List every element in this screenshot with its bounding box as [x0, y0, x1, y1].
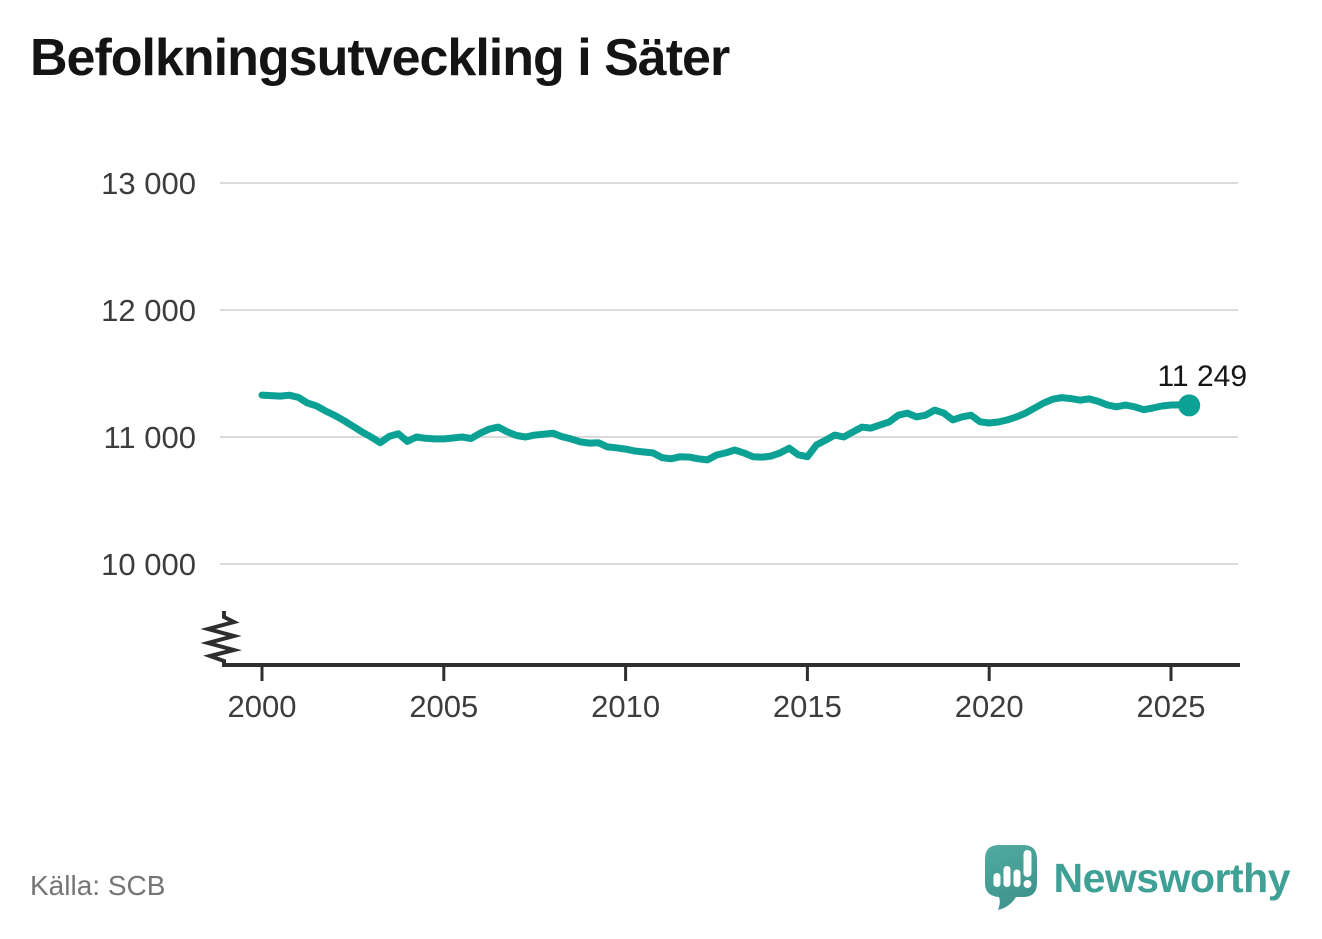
y-tick-label: 11 000 — [103, 420, 196, 455]
x-tick-label: 2025 — [1137, 689, 1206, 724]
latest-point-dot — [1178, 394, 1201, 417]
newsworthy-logo-icon — [984, 845, 1037, 910]
x-tick-label: 2020 — [955, 689, 1024, 724]
axis-break-zigzag-icon — [200, 611, 242, 665]
y-axis-labels: 13 000 12 000 11 000 10 000 — [101, 166, 196, 582]
x-tick-label: 2005 — [409, 689, 478, 724]
population-line — [258, 391, 1193, 464]
y-tick-label: 13 000 — [101, 166, 196, 201]
page-title: Befolkningsutveckling i Säter — [30, 29, 730, 87]
x-axis — [200, 611, 1240, 681]
logo-bar-1 — [993, 873, 1000, 887]
logo-bar-2 — [1003, 866, 1010, 887]
newsworthy-brand: Newsworthy — [983, 843, 1291, 913]
x-tick-label: 2010 — [591, 689, 660, 724]
source-label: Källa: SCB — [30, 870, 166, 901]
x-tick-label: 2015 — [773, 689, 842, 724]
y-tick-label: 10 000 — [101, 547, 196, 582]
population-chart: 13 000 12 000 11 000 10 000 11 249 2000 … — [101, 166, 1247, 724]
latest-value-label: 11 249 — [1157, 360, 1247, 393]
brand-name: Newsworthy — [1053, 854, 1291, 901]
x-tick-label: 2000 — [228, 689, 297, 724]
gridlines — [220, 182, 1238, 565]
logo-bar-3 — [1013, 869, 1020, 887]
logo-exclamation-bar — [1023, 850, 1031, 877]
y-tick-label: 12 000 — [101, 293, 196, 328]
logo-exclamation-dot — [1023, 880, 1031, 888]
x-axis-labels: 2000 2005 2010 2015 2020 2025 — [228, 689, 1206, 724]
